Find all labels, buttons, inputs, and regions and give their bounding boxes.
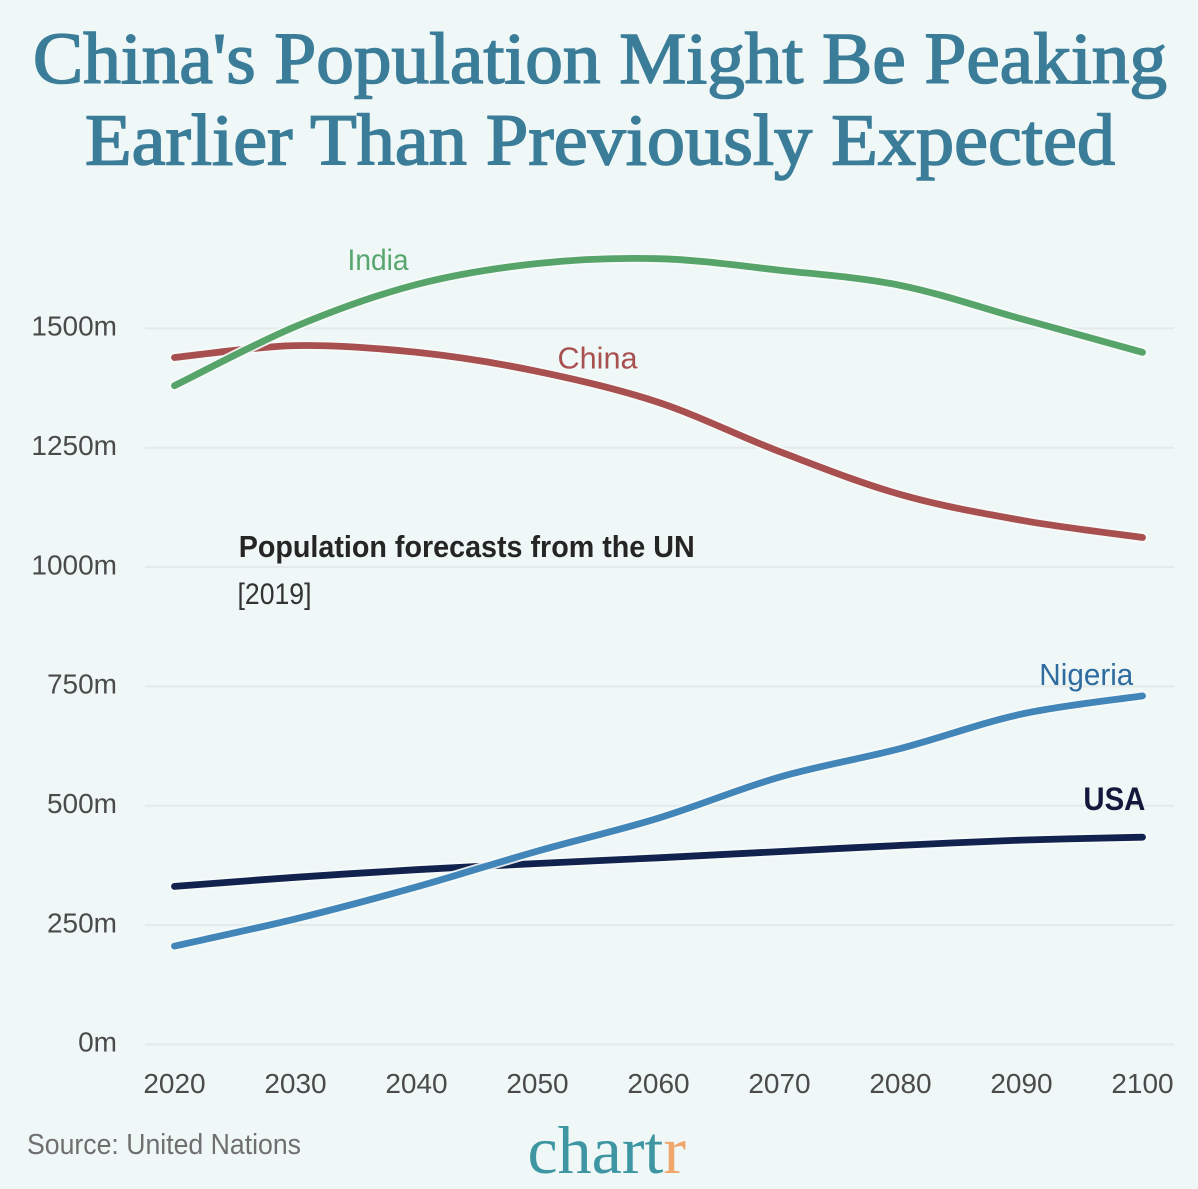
- svg-text:2020: 2020: [143, 1068, 205, 1099]
- svg-text:2070: 2070: [748, 1068, 810, 1099]
- svg-text:2060: 2060: [627, 1068, 689, 1099]
- svg-text:chartr: chartr: [528, 1112, 687, 1188]
- svg-text:2100: 2100: [1111, 1068, 1173, 1099]
- svg-text:1500m: 1500m: [31, 311, 117, 342]
- svg-text:1000m: 1000m: [31, 549, 117, 580]
- svg-text:2040: 2040: [385, 1068, 447, 1099]
- svg-text:0m: 0m: [78, 1027, 117, 1058]
- svg-text:China's Population Might Be Pe: China's Population Might Be Peaking: [33, 18, 1167, 99]
- svg-text:250m: 250m: [47, 907, 117, 938]
- svg-text:2080: 2080: [869, 1068, 931, 1099]
- svg-text:2050: 2050: [506, 1068, 568, 1099]
- svg-text:China: China: [558, 341, 639, 376]
- svg-text:USA: USA: [1083, 781, 1145, 817]
- svg-text:2030: 2030: [264, 1068, 326, 1099]
- svg-text:750m: 750m: [47, 669, 117, 700]
- svg-text:Source: United Nations: Source: United Nations: [27, 1129, 301, 1161]
- svg-text:Nigeria: Nigeria: [1039, 657, 1134, 692]
- svg-text:India: India: [348, 244, 409, 277]
- svg-text:500m: 500m: [47, 788, 117, 819]
- svg-text:Population forecasts from the: Population forecasts from the UN: [239, 529, 695, 564]
- svg-text:[2019]: [2019]: [238, 578, 312, 611]
- svg-text:2090: 2090: [990, 1068, 1052, 1099]
- svg-text:Earlier Than Previously Expect: Earlier Than Previously Expected: [85, 100, 1115, 181]
- svg-text:1250m: 1250m: [31, 430, 117, 461]
